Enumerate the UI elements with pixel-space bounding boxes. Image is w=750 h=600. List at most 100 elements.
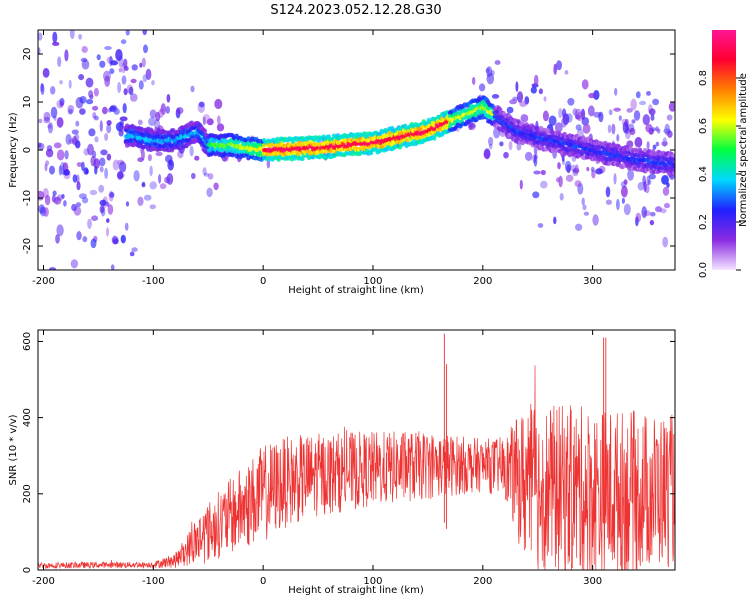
spectrogram-cell [93,87,99,97]
spectrogram-cell [112,159,120,171]
colorbar-tick-label: 0.8 [698,70,709,86]
colorbar-gradient [712,30,736,270]
spectrogram-cell [104,132,109,141]
spectrogram-cell [581,197,585,206]
spectrogram-xtick-label: -200 [32,276,55,287]
spectrogram-cell [99,166,104,173]
spectrogram-cell [159,183,167,190]
spectrogram-xtick-label: 300 [583,276,602,287]
spectrogram-cell [491,94,500,99]
spectrogram-cell [627,123,635,133]
spectrogram-ytick-label: 0 [22,147,33,153]
colorbar-label: Normalized spectral amplitude [738,73,749,227]
spectrogram-cell [216,123,225,132]
spectrogram-cell [574,180,582,188]
spectrogram-cell [123,88,128,96]
snr-frame [37,329,676,571]
spectrogram-cell [469,123,476,128]
spectrogram-cell [646,91,651,96]
spectrogram-cell [586,166,590,172]
spectrogram-cell [668,102,675,112]
spectrogram-cell [548,115,557,126]
spectrogram-cell [520,114,529,123]
spectrogram-cell [587,105,595,117]
spectrogram-cell [565,174,574,182]
spectrogram-cell [621,197,626,204]
spectrogram-cell [503,151,509,159]
spectrogram-cell [116,171,124,180]
spectrogram-cell [537,223,544,228]
spectrogram-cell [583,211,590,216]
spectrogram-cell [125,30,130,36]
spectrogram-cell [499,141,504,147]
spectrogram-cell [118,161,127,173]
spectrogram-cell [49,165,55,175]
spectrogram-cell [79,108,86,115]
spectrogram-cell [646,141,650,150]
spectrogram-cell [189,145,194,157]
spectrogram-cell [533,74,539,87]
spectrogram-cell [68,79,72,89]
snr-ytick-label: 0 [22,567,33,573]
spectrogram-cell [38,204,45,214]
spectrogram-cell [667,130,673,138]
spectrogram-cell [149,204,156,210]
spectrogram-cell [118,130,124,137]
spectrogram-cell [79,96,87,104]
spectrogram-cell [659,208,667,214]
spectrogram-cell [671,167,675,172]
spectrogram-cell [635,91,641,99]
spectrogram-cell [203,172,210,177]
spectrogram-cell [671,153,675,158]
spectrogram-cell [663,128,672,134]
spectrogram-xtick-label: 100 [363,276,382,287]
spectrogram-cell [48,267,57,270]
spectrogram-cell [650,114,655,121]
spectrogram-cell [468,122,476,131]
spectrogram-cell [104,46,112,50]
snr-xtick-label: 0 [260,576,266,587]
spectrogram-cell [120,39,127,45]
snr-xtick-label: 300 [583,576,602,587]
spectrogram-cell [119,116,128,122]
spectrogram-cell [87,143,94,156]
spectrogram-cell [165,106,170,114]
spectrogram-cell [109,106,116,112]
spectrogram-cell [141,57,146,68]
spectrogram-cell [613,173,617,185]
spectrogram-cell [498,107,503,112]
spectrogram-cell [214,98,223,110]
spectrogram-cell [94,165,98,175]
spectrogram-cell [516,142,522,151]
spectrogram-cell [592,214,599,226]
spectrogram-cell [671,163,675,169]
spectrogram-cell [118,67,123,73]
spectrogram-cell [81,46,88,53]
spectrogram-cell [88,128,96,137]
spectrogram-cell [130,78,137,84]
spectrogram-cell [82,197,89,204]
spectrogram-cell [167,159,174,171]
spectrogram-cell [662,186,670,196]
spectrogram-cell [580,108,586,120]
spectrogram-cell [40,82,44,92]
spectrogram-cell [626,108,633,113]
spectrogram-cell [519,179,523,190]
spectrogram-cell [56,149,65,161]
spectrogram-cell [100,149,108,156]
spectrogram-cell [559,193,564,201]
spectrogram-cell [605,186,611,198]
spectrogram-cell [143,44,148,54]
spectrogram-cell [130,93,138,102]
spectrogram-cell [59,80,63,85]
spectrogram-cell [472,76,476,85]
spectrogram-cell [56,224,64,237]
spectrogram-cell [538,88,544,95]
spectrogram-cell [190,85,195,93]
spectrogram-cell [624,127,631,140]
spectrogram-cell [634,137,643,148]
spectrogram-cell [52,31,58,43]
spectrogram-cell [53,115,57,121]
spectrogram-cell [562,113,570,125]
